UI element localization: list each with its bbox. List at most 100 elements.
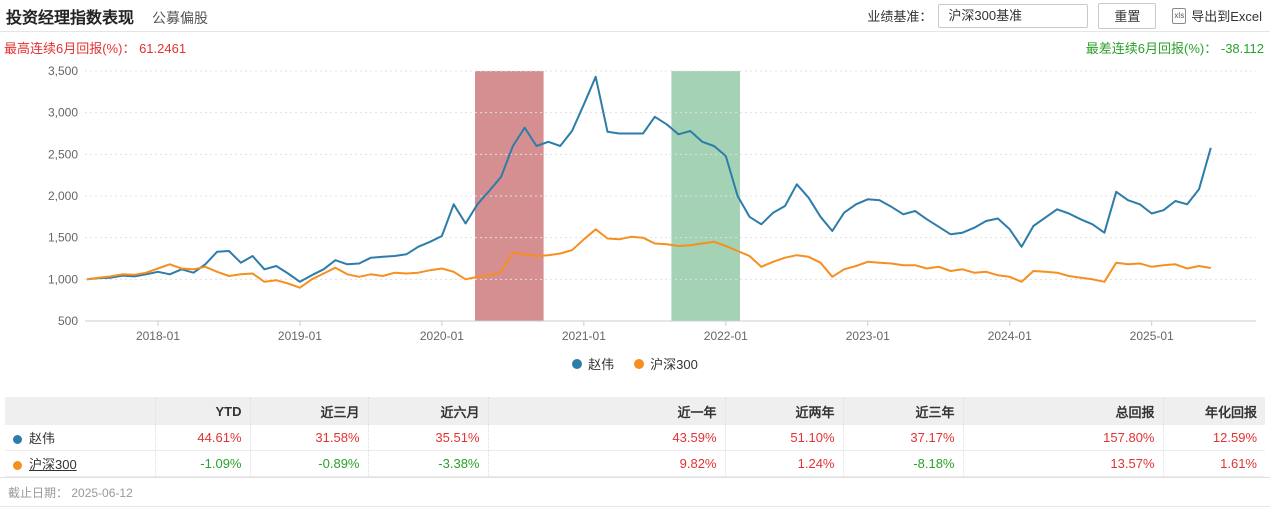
page-subtitle: 公募偏股 xyxy=(152,9,209,26)
worst-6m-return-label: 最差连续6月回报(%)： xyxy=(1085,41,1218,56)
return-value: -3.38% xyxy=(438,456,480,471)
page-title: 投资经理指数表现 xyxy=(6,9,135,27)
series-line-csi300 xyxy=(86,228,1211,289)
return-value: 51.10% xyxy=(790,430,835,445)
return-value: 9.82% xyxy=(679,456,717,471)
series-name-link[interactable]: 沪深300 xyxy=(29,457,77,472)
table-corner-cell xyxy=(5,397,156,425)
table-column-header: 近六月 xyxy=(368,397,489,425)
y-axis-tick-label: 500 xyxy=(58,314,78,328)
table-body: 赵伟 44.61% 31.58% 35.51% 43.59% 51.10% 37.17% 15… xyxy=(5,425,1265,477)
performance-table: YTD 近三月 近六月 近一年 近两年 近三年 总回报 年化回报 赵伟 44.61% 31.58%… xyxy=(5,397,1265,477)
y-axis-tick-label: 1,500 xyxy=(48,231,78,245)
return-value-cell: 1.61% xyxy=(1163,450,1265,477)
return-value: -0.89% xyxy=(318,456,360,471)
table-column-header: 近一年 xyxy=(488,397,726,425)
series-name-cell: 赵伟 xyxy=(5,425,156,451)
table-header-row: YTD 近三月 近六月 近一年 近两年 近三年 总回报 年化回报 xyxy=(5,397,1265,425)
series-color-dot xyxy=(13,461,22,470)
return-value-cell: -8.18% xyxy=(843,450,964,477)
table-column-header: 近三年 xyxy=(843,397,964,425)
return-value-cell: 12.59% xyxy=(1163,425,1265,451)
x-axis-tick-label: 2022-01 xyxy=(704,329,748,343)
export-label: 导出到Excel xyxy=(1191,9,1262,24)
return-value-cell: 13.57% xyxy=(963,450,1164,477)
return-value: 37.17% xyxy=(910,430,955,445)
table-row: 沪深300 -1.09% -0.89% -3.38% 9.82% 1.24% -8.18% 1… xyxy=(5,450,1265,477)
worst-6m-return-stat: 最差连续6月回报(%)： -38.112 xyxy=(1086,38,1264,56)
return-value: 44.61% xyxy=(197,430,242,445)
legend-item-csi300[interactable]: 沪深300 xyxy=(634,354,698,373)
best-6m-return-label: 最高连续6月回报(%)： xyxy=(4,41,136,56)
legend-label: 赵伟 xyxy=(588,357,615,372)
chart-area: 500 1,000 1,500 2,000 2,500 3,000 3,500 2018-01… xyxy=(0,56,1270,373)
return-value: 1.61% xyxy=(1220,456,1257,471)
return-value-cell: 43.59% xyxy=(488,425,726,451)
toolbar-controls: 业绩基准： 沪深300基准 重置 xls 导出到Excel xyxy=(867,2,1262,29)
y-axis-tick-label: 2,500 xyxy=(48,147,78,161)
return-value-cell: 31.58% xyxy=(250,425,369,451)
best-6m-return-stat: 最高连续6月回报(%)： 61.2461 xyxy=(4,38,186,56)
top-toolbar: 投资经理指数表现 公募偏股 业绩基准： 沪深300基准 重置 xls 导出到Ex… xyxy=(0,0,1270,32)
legend-item-zhaowei[interactable]: 赵伟 xyxy=(572,354,614,373)
return-value: 43.59% xyxy=(672,430,717,445)
best-6m-return-value: 61.2461 xyxy=(139,41,187,56)
series-line-zhaowei xyxy=(86,75,1212,283)
x-axis-tick-label: 2019-01 xyxy=(278,329,322,343)
y-axis-tick-label: 3,000 xyxy=(48,106,78,120)
table-column-header: 年化回报 xyxy=(1163,397,1265,425)
benchmark-selected-value: 沪深300基准 xyxy=(948,7,1023,23)
performance-line-chart[interactable]: 500 1,000 1,500 2,000 2,500 3,000 3,500 2018-01… xyxy=(0,56,1270,346)
as-of-date-label: 截止日期： xyxy=(8,486,69,500)
return-value-cell: -1.09% xyxy=(155,450,251,477)
return-value-cell: 1.24% xyxy=(725,450,844,477)
table-row: 赵伟 44.61% 31.58% 35.51% 43.59% 51.10% 37.17% 15… xyxy=(5,425,1265,451)
x-axis-tick-label: 2020-01 xyxy=(420,329,464,343)
y-axis-tick-label: 1,000 xyxy=(48,272,78,286)
return-value: 157.80% xyxy=(1103,430,1155,445)
stats-row: 最高连续6月回报(%)： 61.2461 最差连续6月回报(%)： -38.11… xyxy=(0,32,1270,56)
table-column-header: 总回报 xyxy=(963,397,1164,425)
x-axis-tick-label: 2021-01 xyxy=(562,329,606,343)
table-column-header: 近两年 xyxy=(725,397,844,425)
return-value-cell: 44.61% xyxy=(155,425,251,451)
title-group: 投资经理指数表现 公募偏股 xyxy=(6,4,208,28)
return-value-cell: 9.82% xyxy=(488,450,726,477)
y-axis-tick-label: 3,500 xyxy=(48,64,78,78)
return-value-cell: -0.89% xyxy=(250,450,369,477)
as-of-date-value: 2025-06-12 xyxy=(71,486,133,500)
return-value: -1.09% xyxy=(200,456,242,471)
xls-file-icon: xls xyxy=(1172,7,1187,24)
export-to-excel-button[interactable]: xls 导出到Excel xyxy=(1172,6,1262,25)
benchmark-label: 业绩基准： xyxy=(867,9,933,24)
x-axis-tick-label: 2024-01 xyxy=(988,329,1032,343)
table-header: YTD 近三月 近六月 近一年 近两年 近三年 总回报 年化回报 xyxy=(5,397,1265,425)
series-name-cell: 沪深300 xyxy=(5,450,156,477)
series-name-label: 赵伟 xyxy=(29,431,56,446)
benchmark-select[interactable]: 沪深300基准 xyxy=(938,3,1089,28)
legend-dot-blue xyxy=(572,358,583,369)
x-axis-tick-label: 2023-01 xyxy=(846,329,890,343)
x-axis-tick-label: 2018-01 xyxy=(136,329,180,343)
legend-dot-orange xyxy=(634,358,645,369)
table-column-header: 近三月 xyxy=(250,397,369,425)
worst-6m-return-value: -38.112 xyxy=(1220,41,1264,56)
return-value: 1.24% xyxy=(797,456,835,471)
return-value: 35.51% xyxy=(435,430,480,445)
series-color-dot xyxy=(13,435,22,444)
x-axis-tick-label: 2025-01 xyxy=(1130,329,1174,343)
return-value: 12.59% xyxy=(1212,430,1257,445)
return-value-cell: -3.38% xyxy=(368,450,489,477)
return-value-cell: 37.17% xyxy=(843,425,964,451)
table-column-header: YTD xyxy=(155,397,251,425)
as-of-date-footer: 截止日期： 2025-06-12 xyxy=(0,477,1270,507)
chart-legend: 赵伟 沪深300 xyxy=(0,354,1270,373)
return-value-cell: 35.51% xyxy=(368,425,489,451)
return-value: 13.57% xyxy=(1110,456,1155,471)
legend-label: 沪深300 xyxy=(650,357,698,372)
return-value-cell: 51.10% xyxy=(725,425,844,451)
reset-button[interactable]: 重置 xyxy=(1098,2,1157,29)
return-value-cell: 157.80% xyxy=(963,425,1164,451)
y-axis-tick-label: 2,000 xyxy=(48,189,78,203)
return-value: -8.18% xyxy=(913,456,955,471)
